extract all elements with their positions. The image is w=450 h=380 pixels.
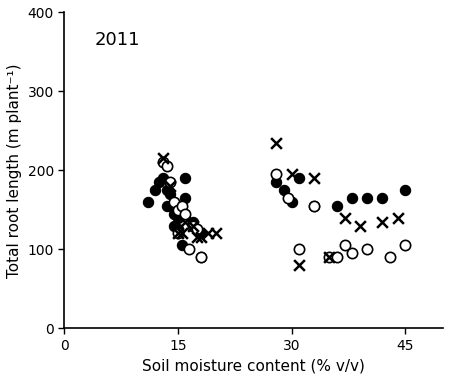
Y-axis label: Total root length (m plant⁻¹): Total root length (m plant⁻¹) xyxy=(7,63,22,277)
Point xyxy=(193,234,200,241)
Point xyxy=(401,242,409,248)
Point xyxy=(341,215,348,221)
X-axis label: Soil moisture content (% v/v): Soil moisture content (% v/v) xyxy=(142,358,365,373)
Point xyxy=(155,179,162,185)
Point xyxy=(349,250,356,256)
Point xyxy=(387,254,394,260)
Point xyxy=(193,226,200,233)
Point xyxy=(333,203,341,209)
Point xyxy=(171,211,178,217)
Point xyxy=(178,242,185,248)
Point xyxy=(197,254,204,260)
Point xyxy=(174,226,181,233)
Point xyxy=(186,246,193,252)
Point xyxy=(326,254,333,260)
Point xyxy=(296,246,303,252)
Point xyxy=(171,199,178,205)
Point xyxy=(167,203,174,209)
Point xyxy=(178,203,185,209)
Point xyxy=(310,203,318,209)
Point xyxy=(212,230,220,236)
Point xyxy=(288,171,295,177)
Point xyxy=(310,175,318,181)
Point xyxy=(182,195,189,201)
Point xyxy=(159,155,166,162)
Point xyxy=(296,175,303,181)
Point xyxy=(163,187,170,193)
Point xyxy=(174,207,181,213)
Point xyxy=(280,187,288,193)
Point xyxy=(159,175,166,181)
Point xyxy=(167,183,174,189)
Point xyxy=(364,246,371,252)
Point xyxy=(273,179,280,185)
Point xyxy=(379,195,386,201)
Point xyxy=(310,203,318,209)
Point xyxy=(401,187,409,193)
Point xyxy=(171,222,178,228)
Point xyxy=(167,191,174,197)
Point xyxy=(189,222,197,228)
Point xyxy=(159,159,166,165)
Point xyxy=(379,218,386,225)
Text: 2011: 2011 xyxy=(94,32,140,49)
Point xyxy=(364,195,371,201)
Point xyxy=(182,175,189,181)
Point xyxy=(273,139,280,146)
Point xyxy=(189,222,197,228)
Point xyxy=(174,230,181,236)
Point xyxy=(197,230,204,236)
Point xyxy=(284,195,291,201)
Point xyxy=(273,171,280,177)
Point xyxy=(197,254,204,260)
Point xyxy=(174,215,181,221)
Point xyxy=(341,242,348,248)
Point xyxy=(182,218,189,225)
Point xyxy=(333,254,341,260)
Point xyxy=(182,211,189,217)
Point xyxy=(356,222,363,228)
Point xyxy=(174,230,181,236)
Point xyxy=(296,262,303,268)
Point xyxy=(144,199,151,205)
Point xyxy=(163,203,170,209)
Point xyxy=(394,215,401,221)
Point xyxy=(152,187,159,193)
Point xyxy=(197,234,204,241)
Point xyxy=(178,230,185,236)
Point xyxy=(349,195,356,201)
Point xyxy=(167,179,174,185)
Point xyxy=(288,199,295,205)
Point xyxy=(189,218,197,225)
Point xyxy=(163,163,170,169)
Point xyxy=(326,254,333,260)
Point xyxy=(189,222,197,228)
Point xyxy=(205,230,212,236)
